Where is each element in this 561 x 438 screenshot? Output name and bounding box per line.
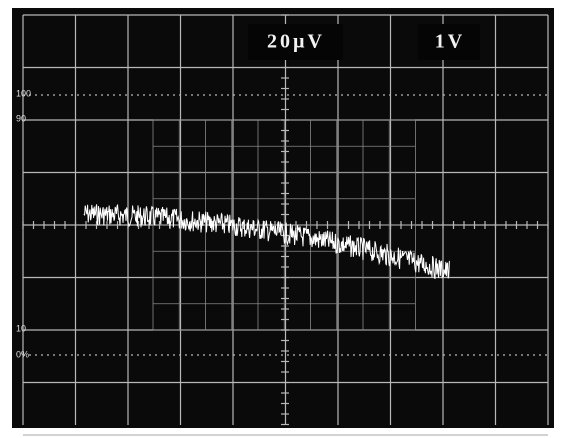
volts-readout: 20µV <box>267 31 325 53</box>
graticule-label: 0% <box>16 349 29 359</box>
readout-box <box>248 24 343 60</box>
trace <box>83 203 450 280</box>
graticule <box>22 14 549 436</box>
graticule-label: 10 <box>16 323 26 333</box>
readout-box <box>418 24 480 60</box>
graticule-label: 100 <box>16 88 31 98</box>
time-readout: 1V <box>435 31 465 53</box>
graticule-label: 90 <box>16 113 26 123</box>
